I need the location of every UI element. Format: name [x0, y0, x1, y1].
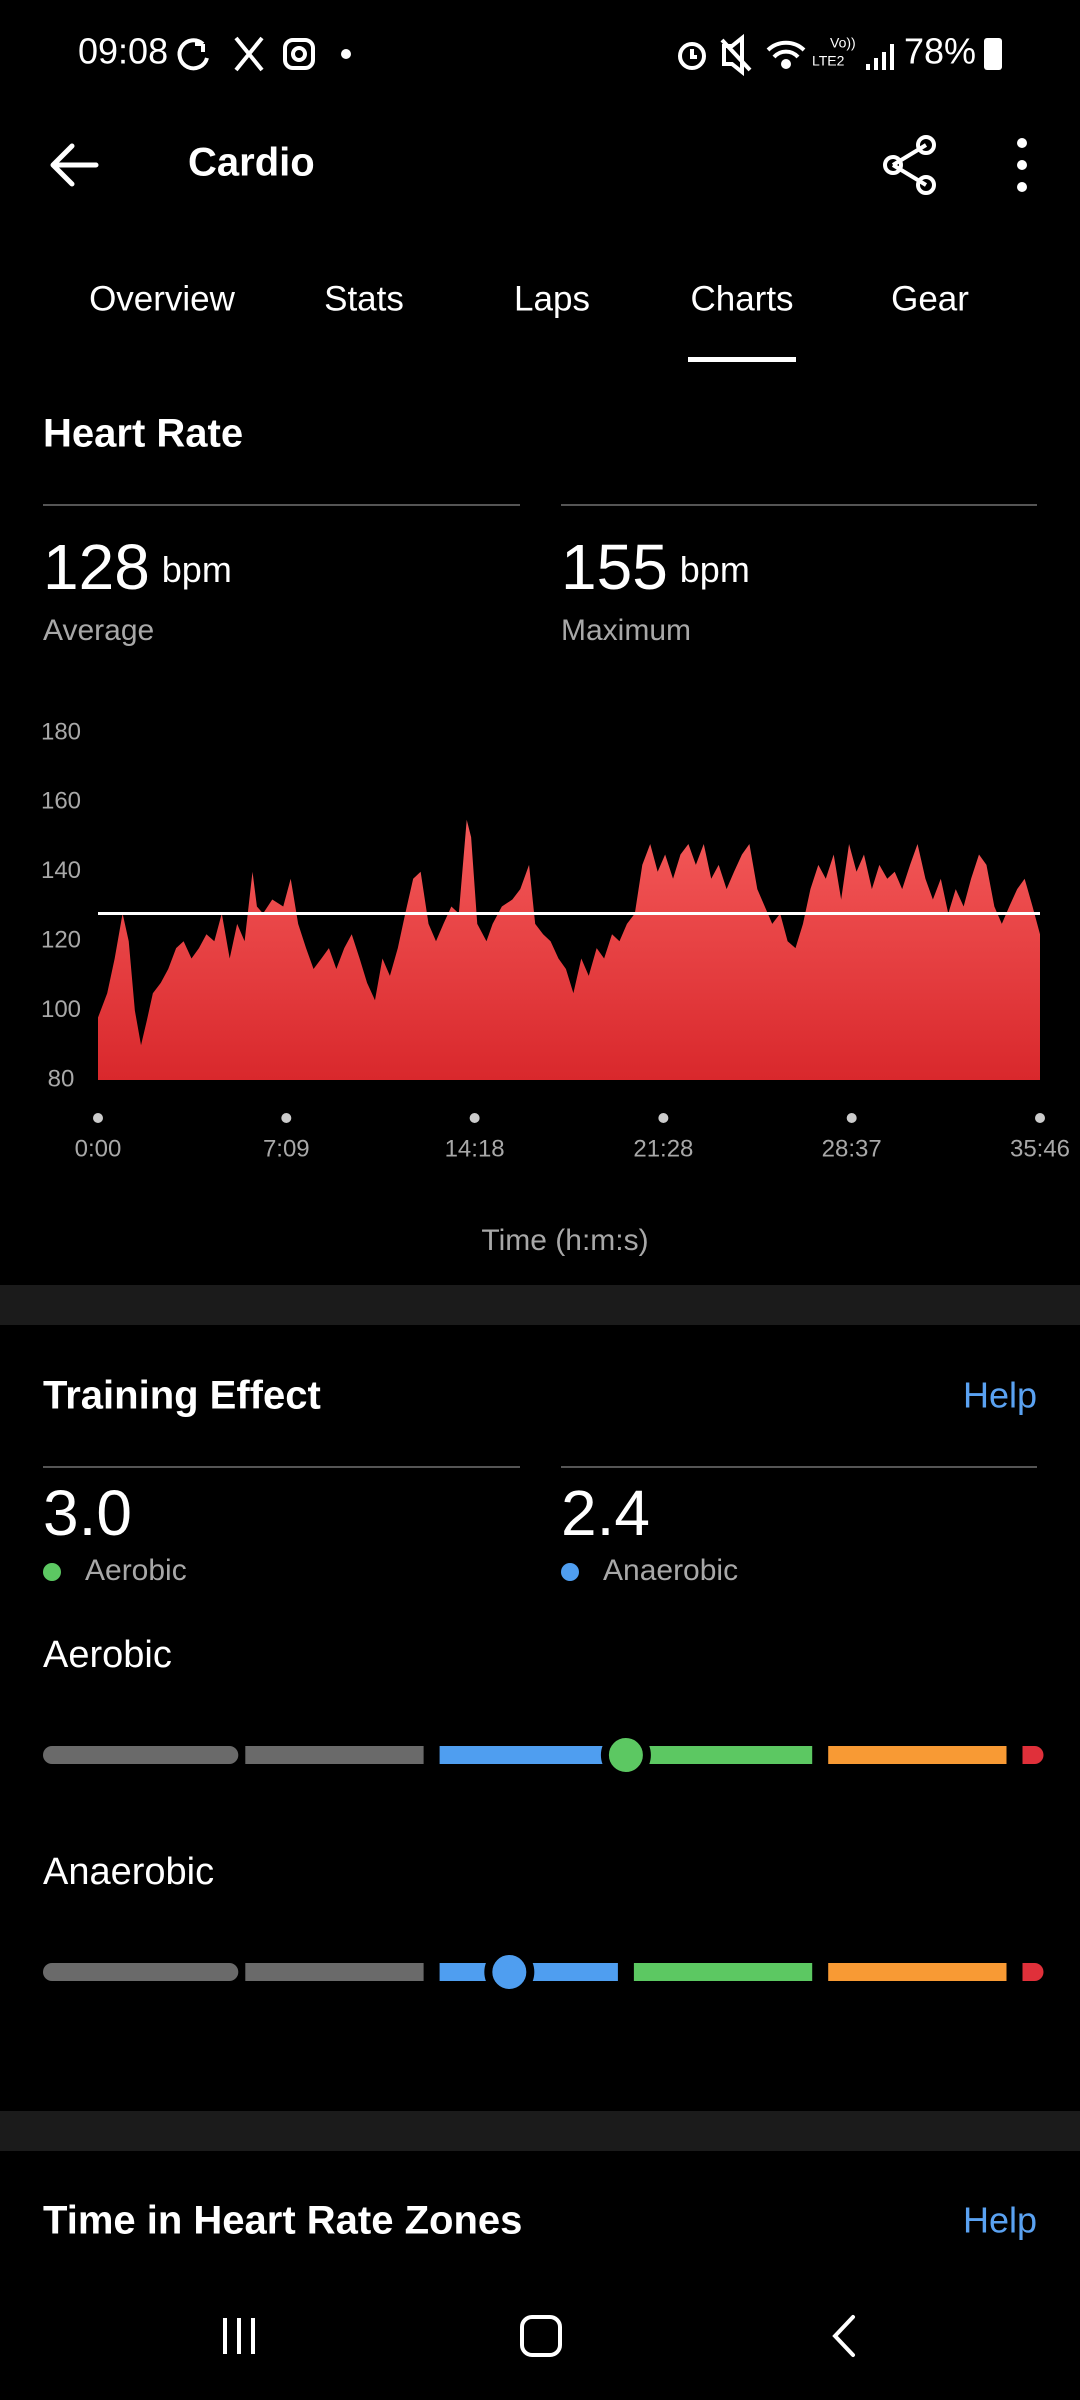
recents-button[interactable] — [223, 2318, 255, 2354]
section-title: Heart Rate — [43, 412, 243, 456]
heart-rate-chart: 80 100 120 140 160 180 0:00 7:09 14:18 21:28 28:37… — [41, 718, 1070, 1162]
y-tick-label: 80 — [48, 1065, 75, 1092]
section-separator — [0, 2111, 1080, 2151]
effect-value: 3.0 — [43, 1477, 132, 1549]
help-link[interactable]: Help — [963, 1375, 1037, 1416]
y-tick-label: 180 — [41, 718, 81, 745]
tab[interactable]: Laps — [514, 279, 590, 318]
section-title: Time in Heart Rate Zones — [43, 2199, 522, 2243]
x-tick-mark — [658, 1113, 669, 1123]
tab-bar: Overview Stats Laps Charts Gear — [89, 279, 969, 362]
nav-back-button[interactable] — [832, 2315, 855, 2357]
stat-value: 128 bpm — [43, 531, 232, 603]
training-effect: 3.0 Aerobic Aerobic 2.4 Anaerobic Anaerobic — [43, 1477, 1044, 1997]
stat-value: 155 bpm — [561, 531, 750, 603]
legend-dot — [43, 1563, 61, 1581]
slider-heading: Aerobic — [43, 1634, 172, 1676]
tab[interactable]: Overview — [89, 279, 236, 318]
menu-button[interactable] — [1017, 138, 1027, 192]
slider-end — [1022, 1746, 1044, 1764]
x-tick-mark — [281, 1113, 292, 1123]
effect-name: Anaerobic — [603, 1554, 738, 1587]
y-tick-label: 100 — [41, 996, 81, 1023]
x-tick-label: 14:18 — [445, 1135, 505, 1162]
nav-bar — [223, 2315, 855, 2357]
status-icons-right — [678, 33, 894, 77]
stat-number: 128 — [43, 531, 150, 603]
slider-dot — [600, 1730, 651, 1780]
x-tick-label: 21:28 — [633, 1135, 693, 1162]
tab[interactable]: Stats — [324, 279, 404, 318]
stat-unit: bpm — [162, 549, 232, 590]
section-separator — [0, 1285, 1080, 1325]
effect-value: 2.4 — [561, 1477, 650, 1549]
y-tick-label: 140 — [41, 857, 81, 884]
x-tick-label: 28:37 — [822, 1135, 882, 1162]
stat-number: 155 — [561, 531, 668, 603]
section-title: Training Effect — [43, 1374, 321, 1418]
help-link[interactable]: Help — [963, 2200, 1037, 2241]
back-button[interactable] — [50, 143, 99, 187]
x-tick-label: 7:09 — [263, 1135, 310, 1162]
heart-rate-area — [98, 819, 1040, 1080]
status-dot — [341, 49, 351, 59]
stat-label: Average — [43, 614, 154, 647]
x-tick-mark — [846, 1113, 857, 1123]
x-tick-mark — [469, 1113, 480, 1123]
x-tick-label: 35:46 — [1010, 1135, 1070, 1162]
header-title: Cardio — [188, 141, 315, 185]
tab[interactable]: Gear — [891, 279, 969, 318]
x-tick-mark — [1035, 1113, 1045, 1123]
status-time: 09:08 — [78, 31, 168, 72]
stat-label: Maximum — [561, 614, 691, 647]
status-battery-text: 78% — [904, 31, 976, 72]
slider-dot — [484, 1947, 535, 1997]
slider-heading: Anaerobic — [43, 1851, 214, 1893]
share-button[interactable] — [883, 135, 936, 195]
status-volte: Vo)) — [830, 35, 856, 51]
legend-dot — [561, 1563, 579, 1581]
tab-indicator — [688, 357, 796, 362]
home-button[interactable] — [520, 2315, 562, 2357]
x-axis-label: Time (h:m:s) — [481, 1224, 648, 1257]
slider-end — [1022, 1963, 1044, 1981]
stat-unit: bpm — [680, 549, 750, 590]
status-icons-left — [177, 36, 315, 72]
status-lte: LTE2 — [812, 53, 845, 69]
effect-name: Aerobic — [85, 1554, 187, 1587]
tab[interactable]: Charts — [690, 279, 793, 318]
battery-icon — [984, 38, 1002, 70]
x-tick-mark — [93, 1113, 103, 1123]
y-tick-label: 160 — [41, 788, 81, 815]
y-tick-label: 120 — [41, 927, 81, 954]
x-tick-label: 0:00 — [75, 1135, 122, 1162]
